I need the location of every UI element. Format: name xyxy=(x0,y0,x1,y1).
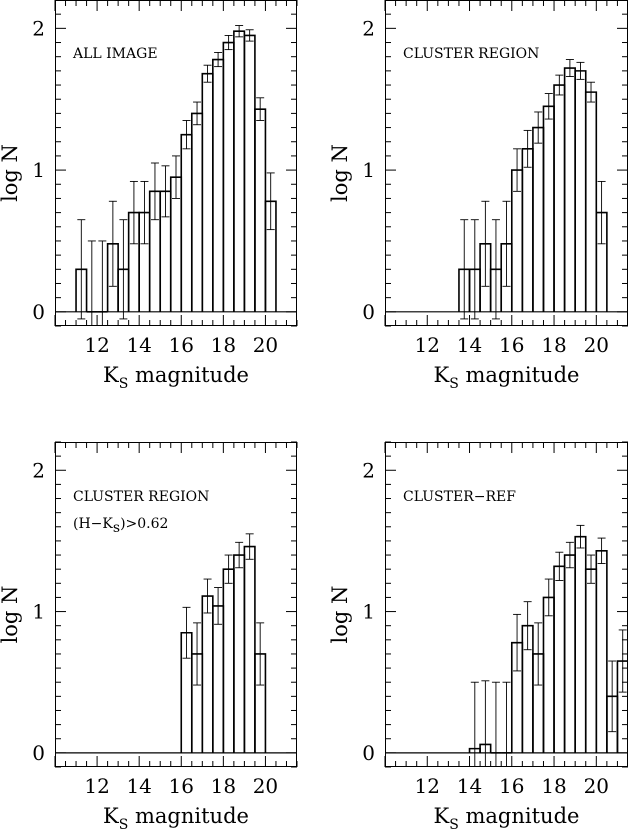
histogram-bar xyxy=(222,568,235,753)
y-tick-label: 0 xyxy=(362,300,375,324)
x-tick-label: 16 xyxy=(169,774,194,798)
histogram-bar xyxy=(584,568,598,753)
y-axis-label: log N xyxy=(0,586,22,644)
histogram-bar xyxy=(595,550,608,753)
histogram-bar xyxy=(201,595,214,753)
x-axis-label: KS magnitude xyxy=(103,363,249,392)
panel-label: CLUSTER−REF xyxy=(403,489,516,505)
x-tick-label: 12 xyxy=(84,774,109,798)
histogram-series xyxy=(75,25,277,326)
y-tick-label: 0 xyxy=(32,741,45,765)
x-tick-label: 20 xyxy=(253,333,278,357)
y-axis-label: log N xyxy=(328,586,352,644)
panel-label: ALL IMAGE xyxy=(72,46,158,62)
x-tick-label: 20 xyxy=(584,333,609,357)
histogram-series xyxy=(468,524,628,767)
histogram-bar xyxy=(212,605,225,753)
x-tick-label: 14 xyxy=(457,774,482,798)
x-axis-label: KS magnitude xyxy=(103,804,249,831)
x-axis-label: KS magnitude xyxy=(434,804,580,831)
y-tick-label: 1 xyxy=(32,600,45,624)
x-tick-label: 14 xyxy=(126,774,151,798)
y-tick-label: 2 xyxy=(362,16,375,40)
x-tick-label: 20 xyxy=(584,774,609,798)
histogram-bar xyxy=(243,34,256,312)
color-cut-label: (H−Ks)>0.62 xyxy=(73,516,168,536)
x-tick-label: 20 xyxy=(253,774,278,798)
x-tick-label: 16 xyxy=(499,774,524,798)
histogram-bar xyxy=(584,91,598,312)
histogram-bar xyxy=(563,554,576,753)
histogram-bar xyxy=(553,565,566,753)
histogram-bar xyxy=(521,148,534,312)
histogram-series xyxy=(180,533,267,753)
histogram-bar xyxy=(542,105,555,312)
x-tick-label: 18 xyxy=(541,774,566,798)
y-tick-label: 2 xyxy=(32,16,45,40)
histogram-bar xyxy=(190,112,204,312)
x-tick-label: 12 xyxy=(415,774,440,798)
y-tick-label: 1 xyxy=(362,600,375,624)
histogram-bar xyxy=(574,70,587,312)
y-tick-label: 0 xyxy=(32,300,45,324)
panel-label: CLUSTER REGION xyxy=(73,489,209,505)
y-axis-label: log N xyxy=(328,144,352,202)
y-tick-label: 1 xyxy=(32,158,45,182)
histogram-bar xyxy=(254,108,267,312)
histogram-bar xyxy=(233,554,246,753)
histogram-bar xyxy=(243,545,256,753)
y-tick-label: 2 xyxy=(362,458,375,482)
y-axis-label: log N xyxy=(0,144,22,202)
x-tick-label: 12 xyxy=(84,333,109,357)
histogram-bar xyxy=(222,41,235,312)
x-axis-label: KS magnitude xyxy=(434,363,580,392)
histogram-series xyxy=(458,59,608,320)
histogram-bar xyxy=(201,72,214,312)
x-tick-label: 16 xyxy=(499,333,524,357)
plot-frame xyxy=(55,442,297,767)
x-tick-label: 16 xyxy=(169,333,194,357)
histogram-bar xyxy=(563,67,576,312)
panel-label: CLUSTER REGION xyxy=(403,46,539,62)
y-tick-label: 0 xyxy=(362,741,375,765)
plot-frame xyxy=(55,0,297,326)
histogram-bar xyxy=(233,30,246,312)
x-tick-label: 18 xyxy=(211,333,236,357)
histogram-bar xyxy=(574,535,587,753)
histogram-bar xyxy=(542,596,555,753)
x-tick-label: 18 xyxy=(541,333,566,357)
histogram-bar xyxy=(212,58,225,312)
histogram-bar xyxy=(180,133,193,312)
histogram-bar xyxy=(532,126,545,312)
x-tick-label: 12 xyxy=(415,333,440,357)
x-tick-label: 14 xyxy=(457,333,482,357)
y-tick-label: 1 xyxy=(362,158,375,182)
y-tick-label: 2 xyxy=(32,458,45,482)
x-tick-label: 18 xyxy=(211,774,236,798)
histogram-bar xyxy=(553,84,566,312)
x-tick-label: 14 xyxy=(126,333,151,357)
